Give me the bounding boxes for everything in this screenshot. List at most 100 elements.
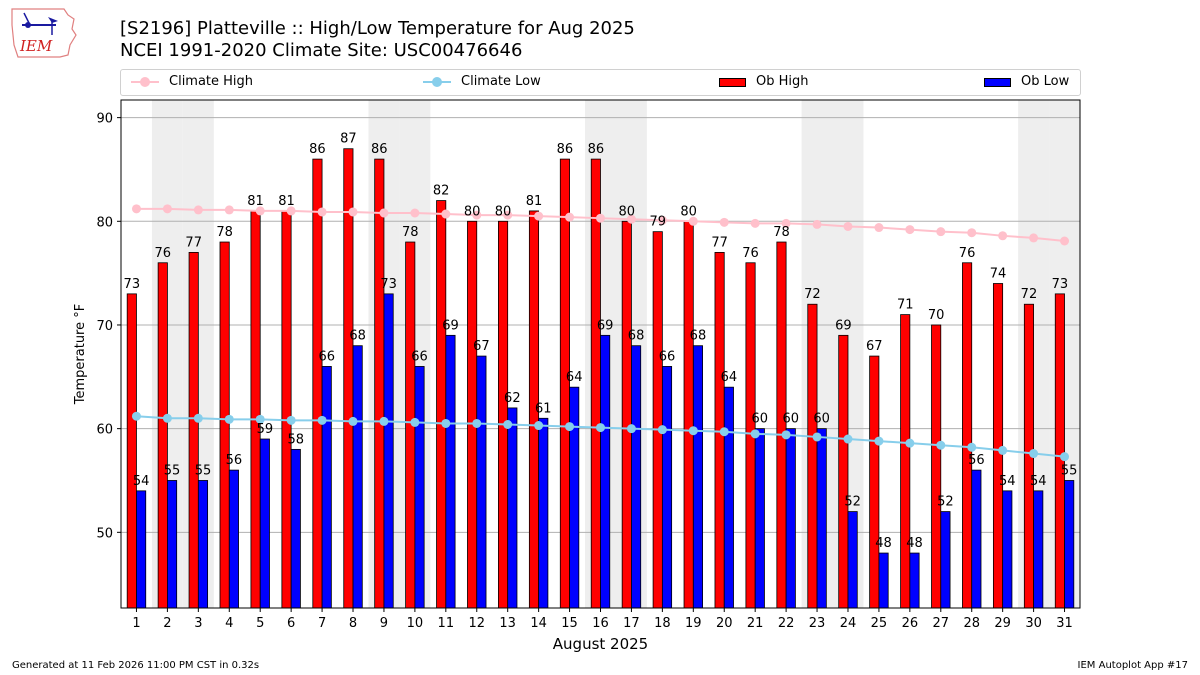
climate-low-point (286, 415, 296, 425)
x-tick-label: 17 (623, 616, 640, 631)
ob-low-bar (352, 345, 363, 609)
climate-high-point (596, 213, 605, 223)
ob-high-label: 86 (557, 142, 574, 157)
climate-high-point (812, 219, 822, 229)
ob-low-label: 68 (628, 329, 645, 344)
ob-high-label: 77 (185, 235, 202, 250)
climate-low-point (874, 436, 884, 446)
climate-low-point (348, 416, 358, 426)
ob-low-label: 55 (1061, 463, 1078, 478)
x-tick-label: 4 (225, 616, 233, 631)
climate-low-point (843, 434, 853, 444)
ob-high-label: 86 (371, 142, 388, 157)
climate-high-point (936, 227, 946, 237)
ob-low-bar (816, 428, 827, 609)
x-tick-label: 25 (871, 616, 888, 631)
ob-low-label: 55 (164, 463, 181, 478)
legend: Climate High Climate Low Ob High Ob Low (120, 69, 1081, 96)
ob-high-label: 81 (247, 194, 264, 209)
ob-low-bar (940, 511, 951, 609)
x-tick-label: 3 (194, 616, 202, 631)
climate-low-point (503, 419, 513, 429)
climate-high-point (379, 208, 389, 218)
ob-low-legend-patch (984, 77, 1011, 87)
x-tick-label: 6 (287, 616, 295, 631)
legend-item-climate-low: Climate Low (423, 74, 541, 90)
ob-high-bar (869, 355, 880, 609)
climate-low-point (1029, 449, 1039, 459)
x-tick-label: 2 (163, 616, 171, 631)
iem-logo: IEM (11, 8, 77, 58)
ob-high-label: 86 (588, 142, 605, 157)
y-tick-label: 60 (96, 423, 113, 438)
climate-low-legend-marker (423, 76, 451, 88)
y-tick-label: 70 (96, 319, 113, 334)
climate-high-point (565, 212, 575, 222)
ob-low-bar (723, 386, 734, 609)
ob-high-bar (374, 158, 385, 609)
ob-low-bar (167, 480, 178, 609)
climate-low-point (1060, 452, 1070, 462)
climate-low-point (224, 414, 234, 424)
ob-high-label: 76 (154, 246, 171, 261)
ob-low-label: 60 (782, 412, 799, 427)
ob-high-label: 81 (278, 194, 295, 209)
x-tick-label: 16 (592, 616, 609, 631)
climate-high-point (626, 214, 636, 224)
climate-high-legend-marker (131, 76, 159, 88)
ob-high-bar (838, 334, 849, 609)
ob-low-label: 60 (813, 412, 830, 427)
ob-low-label: 68 (690, 329, 707, 344)
climate-high-point (472, 210, 482, 220)
ob-low-label: 58 (288, 432, 305, 447)
ob-high-label: 79 (649, 215, 666, 230)
climate-high-point (441, 209, 451, 219)
climate-low-point (410, 417, 420, 427)
x-tick-label: 15 (561, 616, 578, 631)
climate-low-point (317, 415, 327, 425)
climate-low-point (719, 427, 729, 437)
y-axis-label: Temperature °F (73, 304, 88, 405)
legend-item-ob-high: Ob High (719, 74, 809, 90)
ob-high-label: 82 (433, 184, 450, 199)
climate-low-point (596, 423, 605, 433)
ob-low-bar (1064, 480, 1075, 609)
ob-high-bar (467, 220, 478, 609)
climate-low-point (626, 424, 636, 434)
ob-high-label: 80 (495, 204, 512, 219)
ob-low-bar (600, 334, 611, 609)
climate-low-point (534, 421, 544, 431)
ob-high-bar (931, 324, 942, 609)
ob-low-label: 61 (535, 401, 552, 416)
x-tick-label: 14 (530, 616, 547, 631)
ob-high-label: 87 (340, 132, 357, 147)
climate-high-point (750, 218, 760, 228)
ob-low-label: 56 (968, 453, 985, 468)
climate-high-point (1060, 236, 1070, 246)
climate-high-point (905, 225, 915, 235)
x-tick-label: 13 (499, 616, 516, 631)
ob-low-label: 62 (504, 391, 521, 406)
x-tick-label: 8 (349, 616, 357, 631)
climate-low-point (967, 442, 977, 452)
ob-low-bar (909, 552, 920, 609)
ob-low-label: 69 (442, 318, 459, 333)
x-tick-label: 5 (256, 616, 264, 631)
climate-low-point (905, 438, 915, 448)
x-tick-label: 22 (778, 616, 795, 631)
ob-high-legend-patch (719, 77, 746, 87)
ob-high-bar (219, 241, 230, 609)
ob-low-bar (383, 293, 394, 609)
ob-low-label: 60 (752, 412, 769, 427)
climate-low-point (472, 418, 482, 428)
x-tick-label: 12 (468, 616, 485, 631)
ob-high-bar (436, 200, 447, 609)
ob-low-label: 48 (875, 536, 892, 551)
climate-low-point (688, 426, 698, 436)
climate-high-point (255, 206, 265, 216)
ob-low-label: 54 (133, 474, 150, 489)
y-tick-label: 90 (96, 112, 113, 127)
ob-high-bar (807, 303, 818, 609)
ob-high-label: 72 (1021, 287, 1038, 302)
ob-high-label: 77 (711, 235, 728, 250)
